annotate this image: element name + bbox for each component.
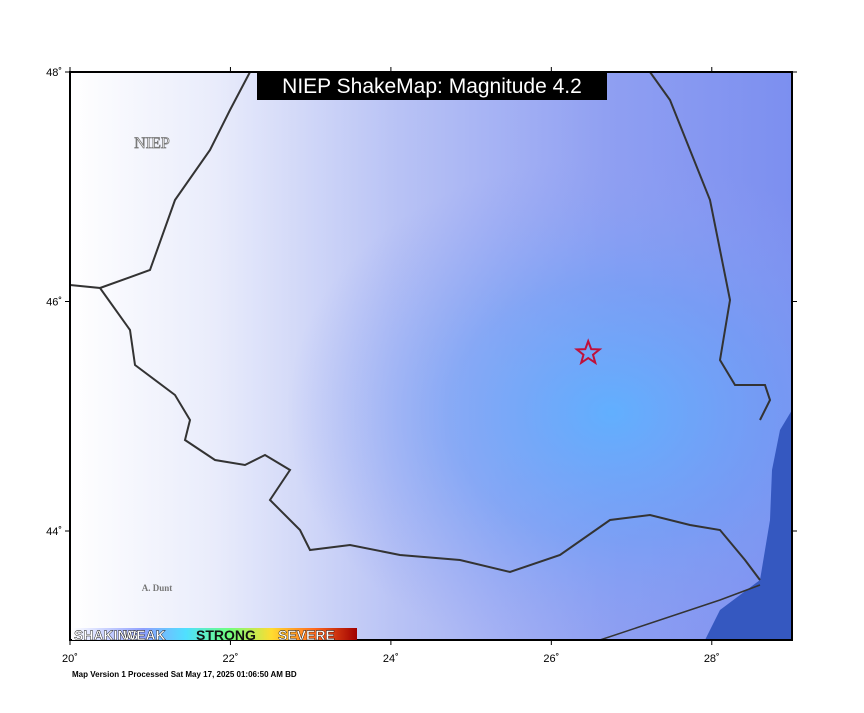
title-box [257, 72, 607, 100]
legend-label: SEVERE [278, 627, 335, 643]
legend-label: STRONG [196, 627, 256, 643]
legend-label: WEAK [123, 627, 166, 643]
legend-bar [72, 628, 357, 640]
legend-label: SHAKING [74, 627, 139, 643]
place-label: A. Dunt [142, 583, 173, 593]
map-title: NIEP ShakeMap: Magnitude 4.2 [282, 75, 582, 98]
agency-label: NIEP [134, 135, 170, 152]
epicenter [574, 338, 603, 366]
x-tick-label: 28˚ [704, 653, 720, 665]
y-tick-label: 46˚ [46, 296, 62, 308]
x-tick-label: 24˚ [383, 653, 399, 665]
x-tick-label: 22˚ [222, 653, 238, 665]
border-south [599, 584, 761, 640]
y-tick-label: 44˚ [46, 526, 62, 538]
intensity-peak [70, 72, 792, 640]
borders [70, 72, 772, 581]
x-tick-label: 20˚ [62, 653, 78, 665]
footer: Map Version 1 Processed Sat May 17, 2025… [72, 670, 297, 679]
y-tick-label: 48˚ [46, 67, 62, 79]
x-tick-label: 26˚ [543, 653, 559, 665]
map-area [70, 72, 792, 640]
black-sea [705, 410, 792, 640]
axes: 20˚ 22˚ 24˚ 26˚ 28˚ 44˚ 46˚ 48˚ [46, 67, 797, 665]
